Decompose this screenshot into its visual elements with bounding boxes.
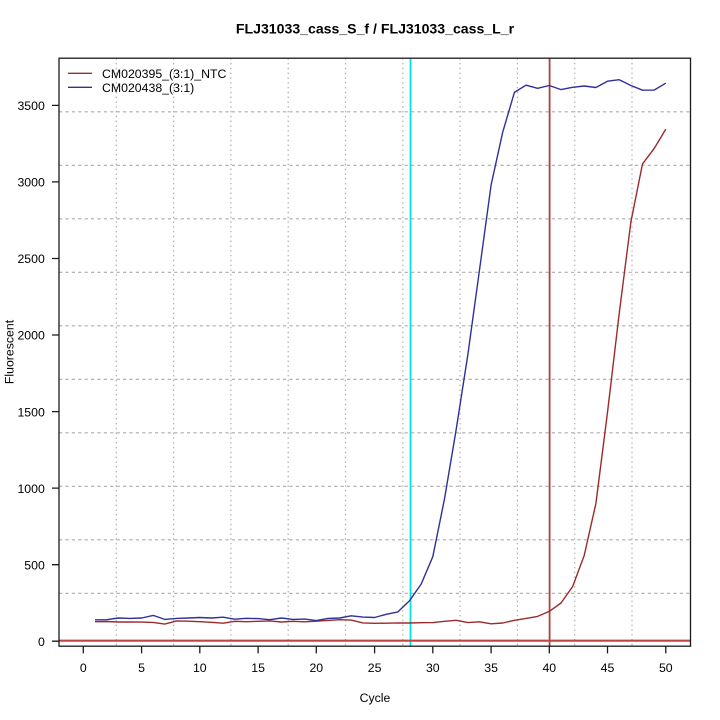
svg-text:Cycle: Cycle (360, 691, 391, 705)
svg-text:40: 40 (542, 661, 556, 675)
svg-text:10: 10 (193, 661, 207, 675)
svg-text:2000: 2000 (17, 329, 45, 343)
svg-text:45: 45 (601, 661, 615, 675)
svg-text:15: 15 (251, 661, 265, 675)
svg-text:0: 0 (80, 661, 87, 675)
svg-text:30: 30 (426, 661, 440, 675)
svg-text:CM020438_(3:1): CM020438_(3:1) (102, 81, 194, 95)
svg-text:FLJ31033_cass_S_f / FLJ31033_c: FLJ31033_cass_S_f / FLJ31033_cass_L_r (236, 21, 515, 37)
svg-text:0: 0 (38, 635, 45, 649)
svg-text:25: 25 (368, 661, 382, 675)
svg-text:1000: 1000 (17, 482, 45, 496)
svg-text:Fluorescent: Fluorescent (3, 319, 17, 384)
svg-text:CM020395_(3:1)_NTC: CM020395_(3:1)_NTC (102, 67, 227, 81)
svg-text:35: 35 (484, 661, 498, 675)
svg-text:3500: 3500 (17, 99, 45, 113)
svg-text:2500: 2500 (17, 252, 45, 266)
svg-text:500: 500 (24, 558, 45, 572)
svg-text:1500: 1500 (17, 405, 45, 419)
svg-text:5: 5 (138, 661, 145, 675)
svg-text:3000: 3000 (17, 176, 45, 190)
svg-text:20: 20 (309, 661, 323, 675)
svg-text:50: 50 (659, 661, 673, 675)
